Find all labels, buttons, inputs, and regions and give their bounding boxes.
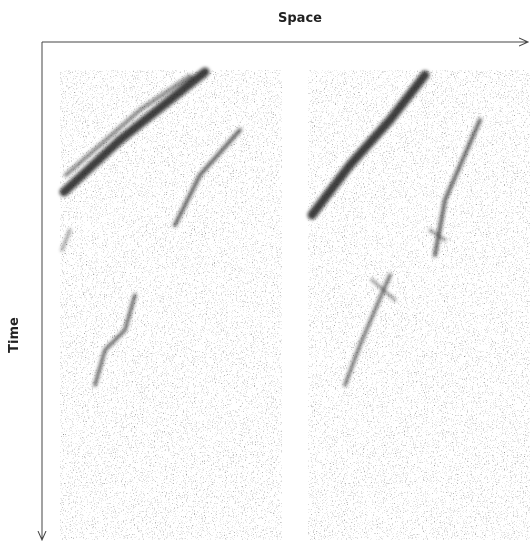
space-time-diagram: Space Time <box>0 0 530 543</box>
left-panel <box>60 70 282 540</box>
noise-field <box>308 70 530 540</box>
right-panel <box>308 70 530 540</box>
noise-field <box>60 70 282 540</box>
y-axis-label: Time <box>7 317 22 353</box>
x-axis-label: Space <box>278 11 322 26</box>
